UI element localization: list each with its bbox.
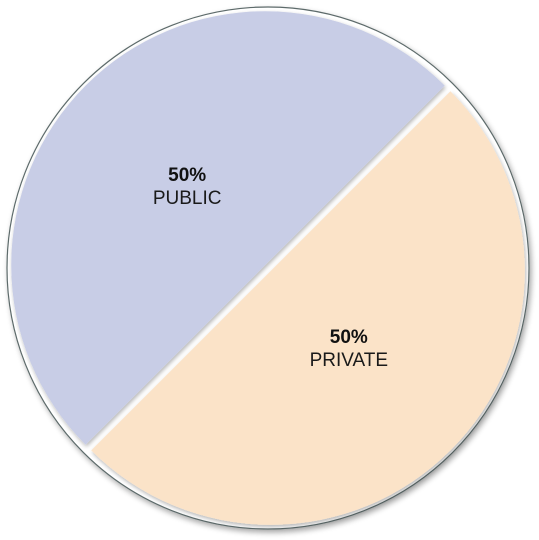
- slice-category-label-public: PUBLIC: [153, 188, 222, 209]
- pie-slices: [11, 11, 525, 525]
- slice-category-label-private: PRIVATE: [310, 350, 388, 371]
- pie-slice-public: [11, 11, 445, 445]
- slice-value-label-private: 50%: [330, 327, 368, 348]
- pie-slice-private: [91, 91, 525, 525]
- slice-value-label-public: 50%: [168, 165, 206, 186]
